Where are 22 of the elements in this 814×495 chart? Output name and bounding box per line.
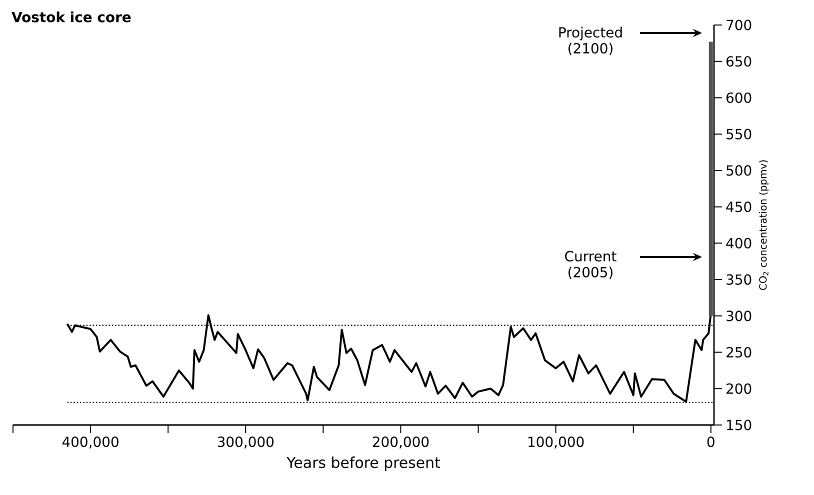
x-tick-label: 400,000 xyxy=(62,436,118,448)
y-tick-label: 700 xyxy=(726,20,752,30)
x-tick-label: 300,000 xyxy=(218,436,274,448)
x-tick-label: 0 xyxy=(707,436,714,448)
y-tick-label: 500 xyxy=(726,165,752,176)
y-axis-title: CO$_{2}$ concentration (ppmv) xyxy=(758,160,769,290)
chart-title: Vostok ice core xyxy=(12,12,131,22)
x-tick-label: 200,000 xyxy=(372,436,429,448)
y-tick-label: 450 xyxy=(726,202,752,212)
annotation: Current (2005) xyxy=(565,250,616,280)
y-tick-label: 350 xyxy=(726,274,752,285)
y-tick-label: 550 xyxy=(726,128,752,140)
x-tick-label: 100,000 xyxy=(528,436,584,448)
annotation: Projected (2100) xyxy=(559,26,622,56)
y-tick-label: 300 xyxy=(726,310,752,322)
y-tick-label: 200 xyxy=(726,383,752,394)
y-tick-label: 150 xyxy=(727,420,752,430)
x-axis-title: Years before present xyxy=(286,456,440,471)
y-tick-label: 400 xyxy=(726,238,752,248)
y-tick-label: 650 xyxy=(726,56,752,67)
y-tick-label: 600 xyxy=(726,92,752,104)
y-tick-label: 250 xyxy=(726,346,752,358)
